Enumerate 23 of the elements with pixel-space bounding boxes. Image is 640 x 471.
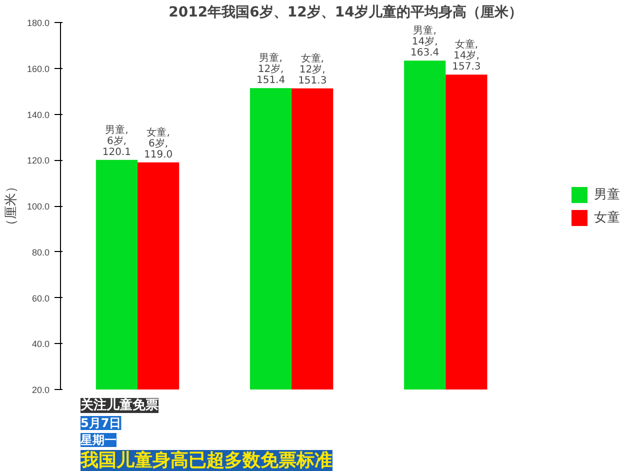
y-tick-label: 160.0 xyxy=(26,64,50,74)
y-tick-label: 40.0 xyxy=(32,339,50,350)
text: 星期一 xyxy=(80,433,116,447)
data-label: 男童, 12岁, 151.4 xyxy=(256,52,286,86)
y-axis-title: （厘米） xyxy=(4,180,19,232)
legend-label: 男童 xyxy=(594,186,620,203)
y-tick-label: 180.0 xyxy=(26,18,50,28)
y-tick-label: 20.0 xyxy=(32,385,50,395)
text: 我国儿童身高已超多数免票标准 xyxy=(80,450,332,471)
y-tick-label: 80.0 xyxy=(32,247,50,258)
y-tick-label: 140.0 xyxy=(26,110,50,120)
data-label: 男童, 14岁, 163.4 xyxy=(410,24,440,59)
legend-label: 女童 xyxy=(594,209,620,226)
data-label: 女童, 12岁, 151.3 xyxy=(298,52,327,86)
data-label: 女童, 14岁, 157.3 xyxy=(452,38,481,73)
y-tick-label: 60.0 xyxy=(32,293,50,304)
text: 5月7日 xyxy=(80,416,122,430)
y-tick-label: 120.0 xyxy=(26,156,50,166)
chart-title: 2012年我国6岁、12岁、14岁儿童的平均身高（厘米） xyxy=(168,4,522,20)
data-label: 男童, 6岁, 120.1 xyxy=(102,124,132,158)
data-label: 女童, 6岁, 119.0 xyxy=(144,126,173,160)
text: 关注儿童免票 xyxy=(80,397,158,413)
y-tick-label: 100.0 xyxy=(26,202,50,212)
